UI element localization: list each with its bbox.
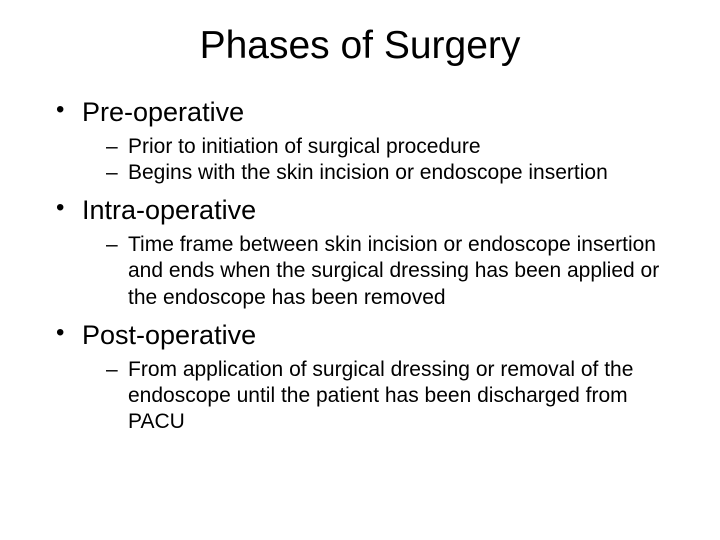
sub-item: Time frame between skin incision or endo… [106, 232, 666, 311]
sub-item: Prior to initiation of surgical procedur… [106, 134, 666, 160]
slide: Phases of Surgery Pre-operative Prior to… [0, 0, 720, 540]
sub-list: Prior to initiation of surgical procedur… [82, 134, 666, 187]
sub-list: From application of surgical dressing or… [82, 357, 666, 436]
bullet-label: Post-operative [82, 320, 256, 350]
bullet-item: Pre-operative Prior to initiation of sur… [54, 96, 666, 186]
sub-list: Time frame between skin incision or endo… [82, 232, 666, 311]
bullet-item: Post-operative From application of surgi… [54, 319, 666, 436]
sub-item: Begins with the skin incision or endosco… [106, 160, 666, 186]
bullet-list: Pre-operative Prior to initiation of sur… [54, 96, 666, 435]
slide-title: Phases of Surgery [54, 24, 666, 68]
bullet-label: Intra-operative [82, 195, 256, 225]
bullet-item: Intra-operative Time frame between skin … [54, 194, 666, 311]
sub-item: From application of surgical dressing or… [106, 357, 666, 436]
bullet-label: Pre-operative [82, 97, 244, 127]
